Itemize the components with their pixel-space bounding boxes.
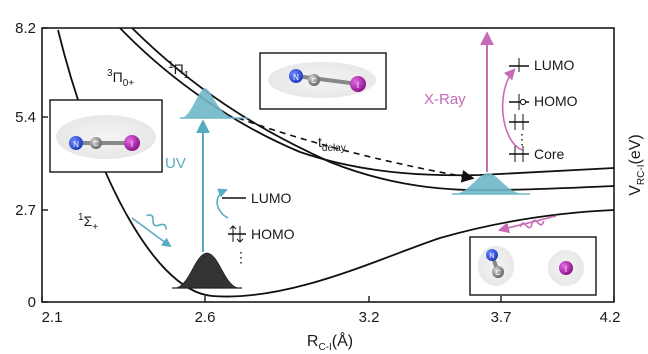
nitrogen-atom	[289, 69, 303, 83]
iodine-symbol: I	[131, 140, 133, 149]
orbital-ellipsis: ⋮	[515, 131, 529, 147]
uv-orbital-arrow	[216, 188, 229, 219]
carbon-atom	[90, 137, 102, 149]
xray-photon-icon	[497, 215, 557, 234]
carbon-symbol: C	[495, 270, 500, 277]
y-axis-title: VRC-I(eV)	[627, 134, 647, 195]
pi0-state-label: 3Π0+	[107, 68, 134, 89]
carbon-symbol: C	[311, 78, 316, 85]
pi1-state-curve	[131, 28, 614, 192]
nitrogen-atom	[486, 249, 498, 261]
iodine-symbol: I	[565, 265, 567, 274]
plot-frame	[41, 27, 615, 303]
propagation-arrow	[237, 117, 475, 183]
tick-marks	[41, 27, 615, 303]
lumo-label: LUMO	[534, 57, 575, 73]
orbital-ellipsis: ⋮	[234, 249, 248, 265]
carbon-symbol: C	[93, 141, 98, 148]
xray-label: X-Ray	[424, 91, 466, 108]
xray-orbital-arrow	[501, 68, 523, 151]
ground-wavepacket	[175, 252, 239, 289]
uv-photon-icon	[131, 214, 172, 248]
iodine-atom	[350, 76, 366, 92]
carbon-atom	[308, 74, 320, 86]
ground-state-curve	[57, 29, 614, 298]
x-tick-label: 2.6	[195, 309, 216, 326]
molecule-inset-right: N C I	[469, 236, 597, 296]
y-tick-label: 5.4	[15, 109, 36, 126]
x-tick-label: 3.2	[359, 309, 380, 326]
nitrogen-atom	[69, 136, 83, 150]
uv-label: UV	[165, 155, 186, 172]
xray-orbital-diagram: LUMO HOMO ⋮ Core	[501, 57, 578, 162]
lumo-label: LUMO	[251, 190, 292, 206]
nitrogen-symbol: N	[293, 73, 299, 82]
pi1-state-label: 1Π1	[168, 60, 190, 81]
carbon-atom	[492, 266, 504, 278]
y-tick-label: 2.7	[15, 202, 36, 219]
excited-wavepacket-delay	[456, 173, 522, 194]
t-delay-label: tdelay	[318, 134, 346, 154]
homo-label: HOMO	[534, 93, 578, 109]
x-axis-title: RC-I(Å)	[307, 331, 353, 353]
iodine-atom	[124, 135, 140, 151]
pi0-state-curve	[119, 28, 614, 177]
x-tick-label: 3.7	[491, 309, 512, 326]
nitrogen-symbol: N	[489, 253, 494, 260]
y-tick-label: 8.2	[15, 20, 36, 37]
y-tick-label: 0	[28, 294, 36, 311]
uv-orbital-diagram: LUMO HOMO ⋮	[216, 188, 295, 265]
molecule-inset-left: N C I	[49, 99, 163, 173]
ground-state-label: 1Σ+	[78, 212, 98, 233]
core-label: Core	[534, 146, 565, 162]
molecule-inset-top: N C I	[259, 52, 387, 110]
x-tick-label: 2.1	[42, 309, 63, 326]
x-tick-label: 4.2	[600, 309, 621, 326]
iodine-symbol: I	[357, 81, 359, 90]
iodine-atom	[559, 261, 573, 275]
homo-label: HOMO	[251, 226, 295, 242]
excited-wavepacket-fc	[182, 88, 234, 118]
nitrogen-symbol: N	[73, 140, 79, 149]
